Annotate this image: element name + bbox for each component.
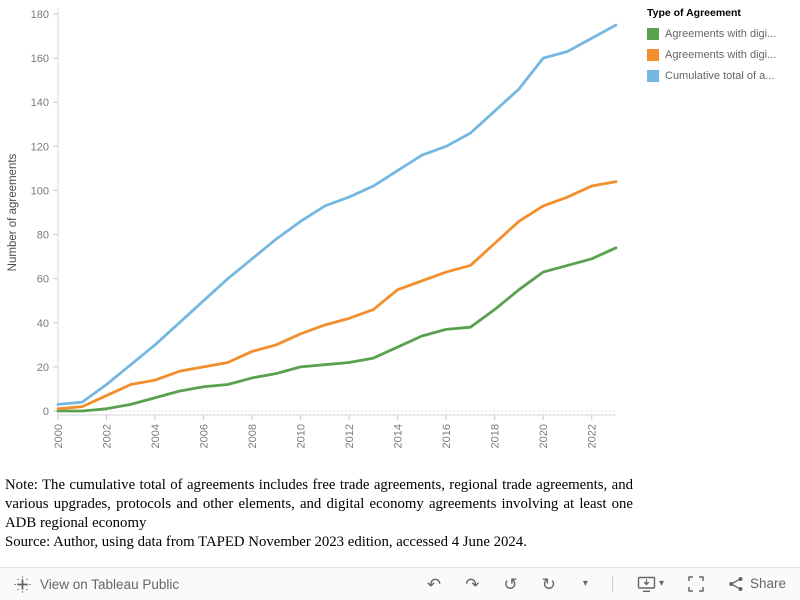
legend: Type of Agreement Agreements with digi..…	[647, 7, 797, 82]
download-icon[interactable]: ▾	[637, 576, 664, 593]
tableau-logo-icon	[14, 575, 31, 593]
svg-text:160: 160	[31, 53, 49, 65]
svg-text:140: 140	[31, 97, 49, 109]
download-caret-icon: ▾	[658, 578, 664, 589]
pause-updates-caret-icon[interactable]: ▾	[582, 578, 588, 589]
line-chart-svg: 0 20 40 60 80 100 120 140 160 180 2000 2002 2004 2006…	[7, 8, 618, 448]
svg-text:2018: 2018	[490, 424, 502, 448]
svg-text:2002: 2002	[102, 424, 114, 448]
svg-text:2008: 2008	[247, 424, 259, 448]
note-text: Note: The cumulative total of agreements…	[5, 477, 633, 531]
note: Note: The cumulative total of agreements…	[5, 476, 633, 552]
svg-text:2000: 2000	[53, 424, 65, 448]
legend-label: Agreements with digi...	[665, 49, 777, 61]
view-on-tableau-public-label: View on Tableau Public	[40, 576, 180, 592]
legend-title: Type of Agreement	[647, 7, 741, 19]
toolbar-divider	[611, 576, 613, 592]
share-button[interactable]: Share	[728, 576, 786, 592]
legend-label: Agreements with digi...	[665, 28, 777, 40]
legend-item-agreements-green[interactable]: Agreements with digi...	[647, 28, 797, 40]
svg-text:40: 40	[37, 318, 49, 330]
svg-text:100: 100	[31, 185, 49, 197]
svg-text:2022: 2022	[587, 424, 599, 448]
svg-text:2014: 2014	[393, 424, 405, 448]
undo-icon[interactable]: ↶	[426, 574, 442, 594]
svg-text:80: 80	[37, 230, 49, 242]
svg-text:Number of agreements: Number of agreements	[7, 153, 19, 271]
svg-text:2016: 2016	[441, 424, 453, 448]
view-on-tableau-public-button[interactable]: View on Tableau Public	[14, 575, 180, 593]
legend-swatch-green	[647, 28, 659, 40]
svg-text:2020: 2020	[538, 424, 550, 448]
svg-text:20: 20	[37, 362, 49, 374]
revert-icon[interactable]: ↺	[503, 574, 518, 594]
redo-icon[interactable]: ↷	[465, 574, 480, 594]
svg-text:2012: 2012	[344, 424, 356, 448]
chart-area[interactable]: 0 20 40 60 80 100 120 140 160 180 2000 2002 2004 2006…	[0, 0, 645, 475]
svg-text:60: 60	[37, 274, 49, 286]
tableau-toolbar: View on Tableau Public ↶ ↷ ↺ ↻ ▾ ▾	[0, 567, 800, 600]
svg-text:2006: 2006	[199, 424, 211, 448]
svg-text:2010: 2010	[296, 424, 308, 448]
legend-swatch-orange	[647, 49, 659, 61]
refresh-icon[interactable]: ↻	[541, 574, 556, 594]
svg-text:2004: 2004	[150, 424, 162, 448]
toolbar-actions: ↶ ↷ ↺ ↻ ▾ ▾	[427, 576, 786, 593]
share-label: Share	[749, 576, 786, 592]
legend-label: Cumulative total of a...	[665, 70, 775, 82]
svg-text:0: 0	[43, 406, 49, 418]
fullscreen-icon[interactable]	[688, 576, 704, 592]
source-text: Source: Author, using data from TAPED No…	[5, 533, 527, 550]
legend-swatch-blue	[647, 70, 659, 82]
legend-item-cumulative-blue[interactable]: Cumulative total of a...	[647, 70, 797, 82]
svg-text:180: 180	[31, 9, 49, 21]
svg-text:120: 120	[31, 141, 49, 153]
legend-item-agreements-orange[interactable]: Agreements with digi...	[647, 49, 797, 61]
